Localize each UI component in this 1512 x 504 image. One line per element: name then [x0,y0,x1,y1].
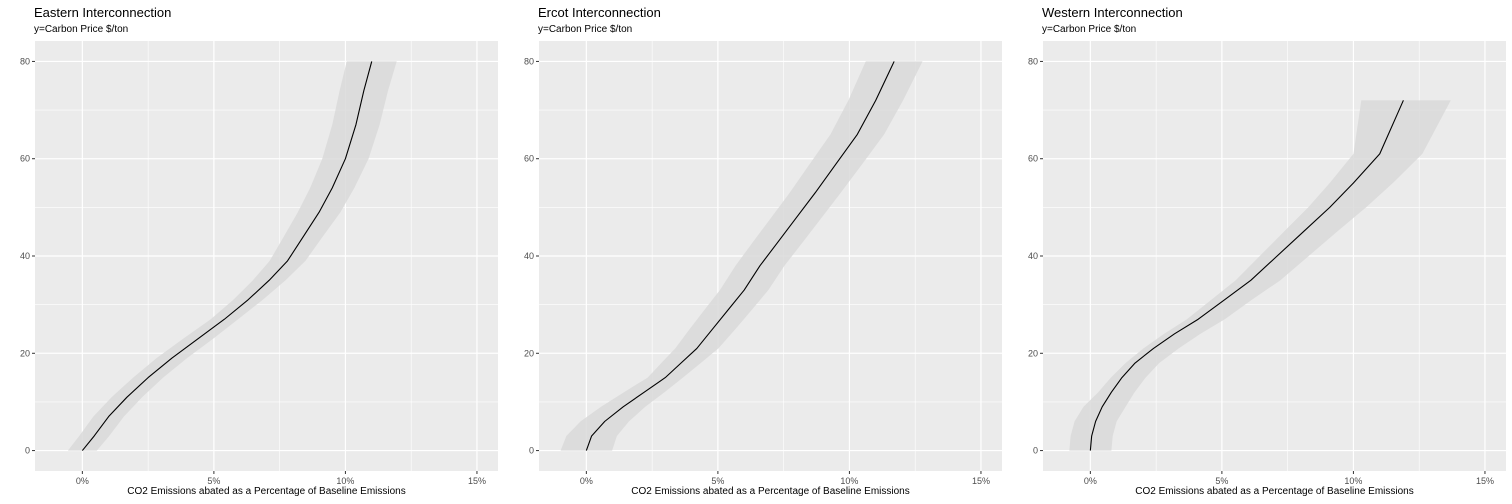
x-tick-label: 15% [468,476,486,486]
x-axis-label: CO2 Emissions abated as a Percentage of … [631,486,910,497]
x-tick-label: 10% [840,476,858,486]
x-tick-label: 0% [76,476,89,486]
y-tick-label: 80 [1028,56,1038,66]
y-tick-label: 80 [524,56,534,66]
facet-western: Western Interconnection y=Carbon Price $… [1008,0,1512,504]
y-tick-label: 60 [1028,154,1038,164]
chart-plot: 0% 5% 10% 15% 0 20 40 60 80 [524,41,1002,486]
facet-subtitle: y=Carbon Price $/ton [538,24,633,35]
y-tick-label: 60 [20,154,30,164]
confidence-ribbon [1069,100,1451,451]
facet-subtitle: y=Carbon Price $/ton [34,24,129,35]
x-tick-label: 5% [711,476,724,486]
facet-ercot: Ercot Interconnection y=Carbon Price $/t… [504,0,1008,504]
x-axis-label: CO2 Emissions abated as a Percentage of … [127,486,406,497]
x-tick-label: 15% [1476,476,1494,486]
facet-title: Eastern Interconnection [34,5,172,20]
y-tick-label: 60 [524,154,534,164]
x-tick-label: 0% [580,476,593,486]
y-tick-label: 0 [529,446,534,456]
facet-title: Ercot Interconnection [538,5,661,20]
chart-plot: 0% 5% 10% 15% 0 20 40 60 80 [1028,41,1506,486]
x-tick-label: 10% [1344,476,1362,486]
x-axis-label: CO2 Emissions abated as a Percentage of … [1135,486,1414,497]
y-tick-label: 20 [524,348,534,358]
confidence-ribbon [560,61,923,451]
x-tick-label: 10% [336,476,354,486]
x-tick-label: 5% [207,476,220,486]
y-tick-label: 40 [1028,251,1038,261]
y-tick-label: 40 [524,251,534,261]
chart-plot: 0% 5% 10% 15% 0 20 40 60 80 [20,41,498,486]
series-line [81,61,373,451]
x-tick-label: 5% [1215,476,1228,486]
y-tick-label: 20 [1028,348,1038,358]
y-tick-label: 0 [1033,446,1038,456]
y-tick-label: 20 [20,348,30,358]
y-tick-label: 40 [20,251,30,261]
x-tick-label: 15% [972,476,990,486]
confidence-ribbon [67,61,397,451]
x-tick-label: 0% [1084,476,1097,486]
series-line [1089,100,1404,451]
facet-eastern: Eastern Interconnection y=Carbon Price $… [0,0,504,504]
series-line [585,61,895,451]
y-tick-label: 0 [25,446,30,456]
facet-subtitle: y=Carbon Price $/ton [1042,24,1137,35]
y-tick-label: 80 [20,56,30,66]
facet-title: Western Interconnection [1042,5,1183,20]
